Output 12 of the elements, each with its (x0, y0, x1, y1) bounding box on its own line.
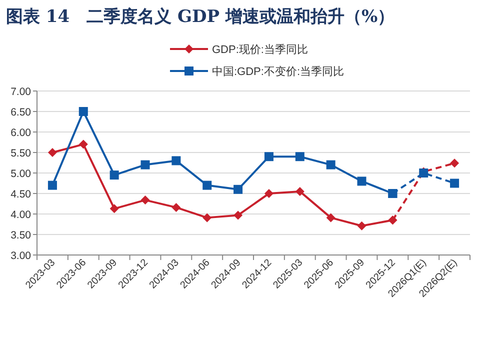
y-tick-label: 6.00 (10, 127, 32, 139)
y-tick-label: 3.00 (10, 250, 32, 262)
y-tick-label: 4.50 (10, 188, 32, 200)
y-tick-label: 3.50 (10, 230, 32, 242)
y-tick-label: 4.00 (10, 209, 32, 221)
legend-label: GDP:现价:当季同比 (212, 43, 308, 56)
legend-label: 中国:GDP:不变价:当季同比 (212, 65, 344, 78)
y-tick-label: 5.50 (10, 148, 32, 160)
y-tick-label: 5.00 (10, 168, 32, 180)
y-tick-label: 7.00 (10, 86, 32, 98)
chart-title: 图表 14 二季度名义 GDP 增速或温和抬升（%） (6, 7, 395, 27)
y-tick-label: 6.50 (10, 106, 32, 118)
